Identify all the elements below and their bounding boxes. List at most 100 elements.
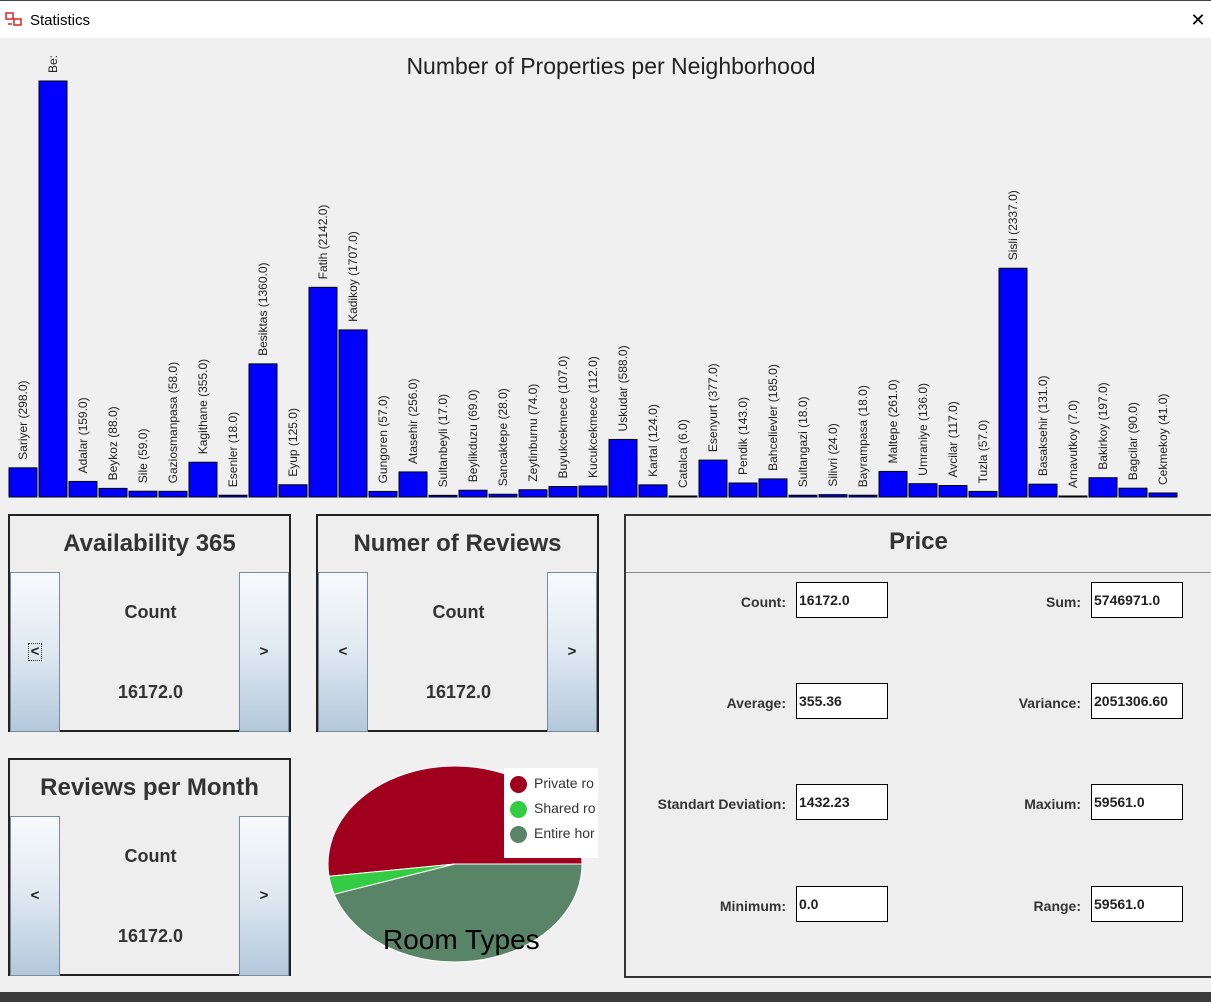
reviews-month-next-button[interactable]: >: [239, 816, 289, 976]
bar-label-bakirkoy: Bakirkoy (197.0): [1096, 382, 1110, 469]
bar-buyukcekmece: [548, 486, 578, 498]
max-field[interactable]: 59561.0: [1091, 784, 1183, 820]
bar-avcilar: [938, 485, 968, 498]
close-icon[interactable]: ✕: [1190, 10, 1206, 30]
legend-item-private: Private ro: [510, 775, 594, 793]
legend-private-swatch: [510, 775, 527, 793]
pie-slice-2: [333, 863, 583, 963]
min-field[interactable]: 0.0: [796, 886, 888, 922]
bar-sultangazi: [788, 494, 818, 498]
bar-basaksehir: [1028, 483, 1058, 498]
bar-label-silivri: Silivri (24.0): [826, 423, 840, 486]
average-field[interactable]: 355.36: [796, 683, 888, 719]
reviews-month-panel: Reviews per Month < Count 16172.0 >: [8, 758, 291, 976]
bar-pendik: [728, 482, 758, 498]
bar-label-basaksehir: Basaksehir (131.0): [1036, 375, 1050, 476]
bar-cekmekoy: [1148, 492, 1178, 498]
bar-label-bagcilar: Bagcilar (90.0): [1126, 402, 1140, 480]
bar-adalar: [68, 480, 98, 498]
bar-label-esenyurt: Esenyurt (377.0): [706, 363, 720, 452]
bar-label-beylikduzu: Beylikduzu (69.0): [466, 390, 480, 483]
bar-esenyurt: [698, 459, 728, 498]
bar-label-cekmekoy: Cekmekoy (41.0): [1156, 394, 1170, 485]
count-label: Count:: [740, 594, 786, 610]
bar-bayrampasa: [848, 494, 878, 498]
reviews-prev-button[interactable]: <: [318, 572, 368, 732]
price-title: Price: [889, 528, 948, 555]
reviews-month-stat-value: 16172.0: [117, 926, 184, 946]
bar-sisli: [998, 267, 1028, 498]
bar-bahcelievler: [758, 478, 788, 498]
legend-entire-swatch: [510, 825, 527, 843]
availability-stat-name: Count: [124, 602, 177, 622]
reviews-next-button[interactable]: >: [547, 572, 597, 732]
legend-item-shared: Shared ro: [510, 800, 595, 818]
range-label: Range:: [1033, 898, 1081, 914]
bar-label-maltepe: Maltepe (261.0): [886, 379, 900, 463]
sum-label: Sum:: [1046, 594, 1081, 610]
app-icon: [5, 12, 22, 26]
bar-label-sile: Sile (59.0): [136, 429, 150, 484]
bar-label-umraniye: Umraniye (136.0): [916, 383, 930, 476]
bar-label-sariyer: Sariyer (298.0): [16, 380, 30, 459]
bar-label-sancaktepe: Sancaktepe (28.0): [496, 388, 510, 486]
pie-title: Room Types: [383, 924, 540, 955]
bar-bagcilar: [1118, 487, 1148, 498]
variance-field[interactable]: 2051306.60: [1091, 683, 1183, 719]
availability-prev-button[interactable]: <: [10, 572, 60, 732]
reviews-panel: Numer of Reviews < Count 16172.0 >: [316, 514, 599, 732]
bar-label-catalca: Catalca (6.0): [676, 419, 690, 488]
bar-fatih: [308, 286, 338, 498]
legend-item-entire: Entire hor: [510, 825, 595, 843]
bar-label-kucukcekmece: Kucukcekmece (112.0): [586, 356, 600, 478]
bar-maltepe: [878, 470, 908, 498]
bar-label-uskudar: Uskudar (588.0): [616, 345, 630, 431]
bar-label-kartal: Kartal (124.0): [646, 404, 660, 477]
bar-label-sultangazi: Sultangazi (18.0): [796, 397, 810, 488]
bar-label-bahcelievler: Bahcelievler (185.0): [766, 364, 780, 471]
bar-label-buyukcekmece: Buyukcekmece (107.0): [556, 356, 570, 479]
bar-label-pendik: Pendik (143.0): [736, 397, 750, 475]
availability-title: Availability 365: [63, 530, 236, 557]
average-label: Average:: [726, 695, 786, 711]
availability-stat-value: 16172.0: [117, 682, 184, 702]
bar-label-beykoz: Beykoz (88.0): [106, 406, 120, 480]
bar-sancaktepe: [488, 493, 518, 498]
bar-catalca: [668, 495, 698, 498]
bar-zeytinburnu: [518, 489, 548, 498]
legend-shared-swatch: [510, 800, 527, 818]
bar-kartal: [638, 484, 668, 498]
bar-gaziosmanpasa: [158, 490, 188, 498]
sum-field[interactable]: 5746971.0: [1091, 582, 1183, 618]
bar-sile: [128, 490, 158, 498]
bar-label-tuzla: Tuzla (57.0): [976, 420, 990, 484]
taskbar-edge: [0, 992, 1211, 1002]
std-label: Standart Deviation:: [657, 796, 786, 812]
bar-beylikduzu: [458, 489, 488, 498]
max-label: Maxium:: [1024, 796, 1081, 812]
reviews-month-prev-button[interactable]: <: [10, 816, 60, 976]
bar-beykoz: [98, 487, 128, 498]
bar-kadikoy: [338, 329, 368, 498]
pie-legend: Private ro Shared ro Entire hor: [504, 768, 598, 858]
reviews-title: Numer of Reviews: [353, 530, 562, 557]
availability-next-button[interactable]: >: [239, 572, 289, 732]
bar-uskudar: [608, 438, 638, 498]
bar-bakirkoy: [1088, 477, 1118, 498]
bar-label-beyoglu: Be:: [46, 55, 60, 73]
std-field[interactable]: 1432.23: [796, 784, 888, 820]
bar-label-fatih: Fatih (2142.0): [316, 205, 330, 280]
bar-label-avcilar: Avcilar (117.0): [946, 401, 960, 477]
chart-title: Number of Properties per Neighborhood: [406, 53, 815, 79]
bar-umraniye: [908, 483, 938, 498]
bar-label-arnavutkoy: Arnavutkoy (7.0): [1066, 400, 1080, 488]
bar-gungoren: [368, 490, 398, 498]
bar-eyup: [278, 484, 308, 498]
count-field[interactable]: 16172.0: [796, 582, 888, 618]
variance-label: Variance:: [1018, 695, 1081, 711]
reviews-stat-name: Count: [432, 602, 485, 622]
range-field[interactable]: 59561.0: [1091, 886, 1183, 922]
bar-silivri: [818, 494, 848, 498]
bar-label-eyup: Eyup (125.0): [286, 408, 300, 477]
price-panel: Price Count: 16172.0 Sum: 5746971.0 Aver…: [624, 514, 1211, 978]
